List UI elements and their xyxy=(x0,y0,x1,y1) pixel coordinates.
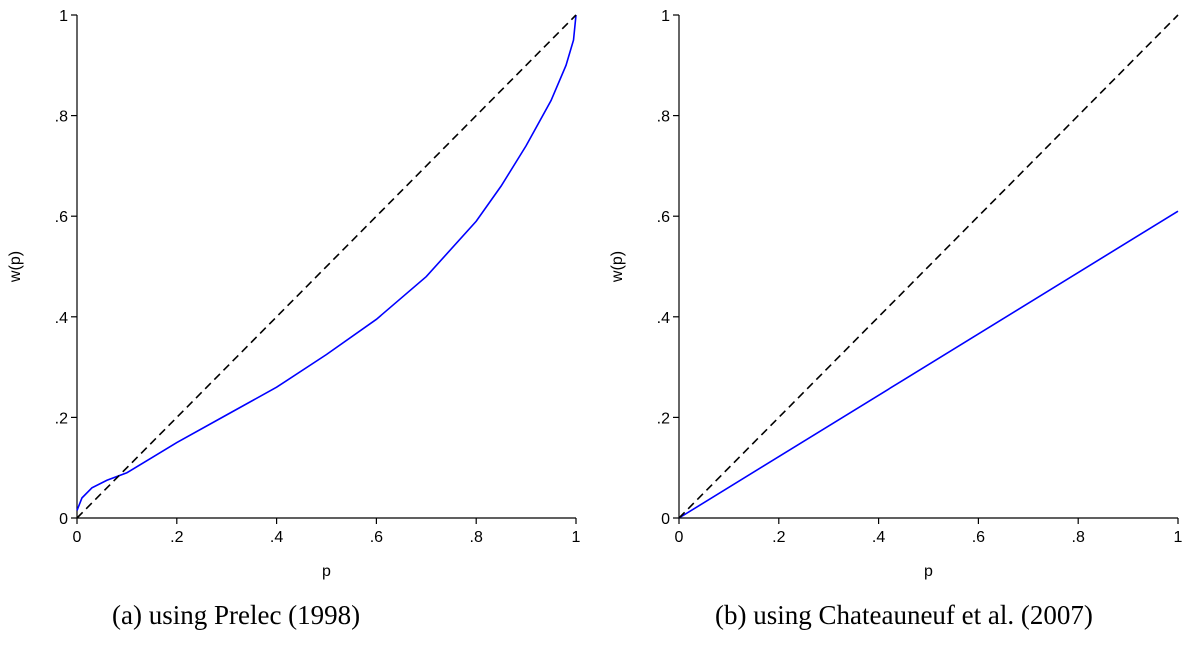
y-tick-label: 0 xyxy=(59,511,68,528)
diagonal-reference-line xyxy=(76,14,577,519)
caption-panel-b: (b) using Chateauneuf et al. (2007) xyxy=(715,600,1093,630)
x-tick-label: .4 xyxy=(270,529,283,546)
y-axis-label: w(p) xyxy=(609,251,626,283)
y-tick-label: .6 xyxy=(657,209,670,226)
y-axis-label: w(p) xyxy=(7,251,24,283)
y-tick-label: .4 xyxy=(657,310,670,327)
y-tick-label: .2 xyxy=(657,410,670,427)
y-tick-label: 1 xyxy=(59,8,68,25)
x-axis-label: p xyxy=(322,563,331,580)
y-tick-label: 1 xyxy=(661,8,670,25)
x-tick-label: .2 xyxy=(772,529,785,546)
y-tick-label: .2 xyxy=(55,410,68,427)
weighting-function-curve xyxy=(678,210,1179,519)
x-tick-label: 1 xyxy=(1174,529,1183,546)
x-tick-label: .8 xyxy=(470,529,483,546)
y-tick-label: .8 xyxy=(55,109,68,126)
y-tick-label: .4 xyxy=(55,310,68,327)
x-tick-label: .6 xyxy=(972,529,985,546)
panel-b-chateauneuf: 0 .2 .4 .6 .8 1 0 .2 .4 .6 .8 1 p w(p) xyxy=(609,8,1183,580)
panel-a-prelec: 0 .2 .4 .6 .8 1 0 .2 .4 .6 .8 1 p w(p) xyxy=(7,8,581,580)
y-tick-label: .8 xyxy=(657,109,670,126)
x-tick-label: .4 xyxy=(872,529,885,546)
caption-panel-a: (a) using Prelec (1998) xyxy=(112,600,361,630)
x-axis-label: p xyxy=(924,563,933,580)
x-tick-label: .2 xyxy=(170,529,183,546)
diagonal-reference-line xyxy=(678,14,1179,519)
x-tick-label: 0 xyxy=(675,529,684,546)
x-tick-label: 0 xyxy=(73,529,82,546)
x-tick-label: .8 xyxy=(1072,529,1085,546)
x-tick-label: .6 xyxy=(370,529,383,546)
y-tick-label: .6 xyxy=(55,209,68,226)
x-tick-label: 1 xyxy=(572,529,581,546)
weighting-function-curve xyxy=(76,14,577,511)
y-tick-label: 0 xyxy=(661,511,670,528)
